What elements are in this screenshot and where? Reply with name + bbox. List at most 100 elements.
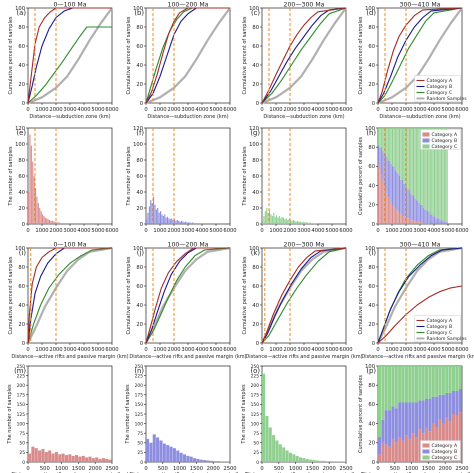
bar xyxy=(29,134,31,224)
x-tick-label: 0 xyxy=(260,228,263,234)
stacked-bar xyxy=(407,128,409,190)
bar xyxy=(172,448,176,462)
y-tick-label: 40 xyxy=(368,421,375,427)
bar xyxy=(174,219,176,224)
stacked-bar xyxy=(408,189,410,219)
bar xyxy=(271,216,273,224)
bar xyxy=(305,222,307,224)
bar xyxy=(35,188,37,224)
panel-f: 0 1000 2000 3000 4000 5000 6000 0 20 40 60 80 100 120… xyxy=(126,126,237,234)
stacked-bar xyxy=(441,366,445,395)
x-tick-label: 1500 xyxy=(306,466,319,472)
y-tick-label: 100 xyxy=(365,126,375,132)
stacked-bar xyxy=(441,128,443,221)
stacked-bar xyxy=(388,410,392,447)
bar xyxy=(276,215,278,224)
x-axis-label: Distance—subduction zone (km) xyxy=(263,114,344,120)
stacked-bar xyxy=(445,222,447,224)
bar xyxy=(179,452,183,462)
bar xyxy=(264,211,266,224)
x-tick-label: 4000 xyxy=(427,347,440,353)
stacked-bar xyxy=(401,128,403,180)
bar xyxy=(192,222,194,224)
stacked-bar xyxy=(401,179,403,215)
y-tick-label: 0 xyxy=(256,460,259,466)
plot-area xyxy=(27,365,113,463)
bar xyxy=(302,458,306,462)
bar xyxy=(288,452,292,462)
series-line-category-a xyxy=(377,7,463,104)
bar xyxy=(153,196,155,224)
stacked-bar xyxy=(432,128,434,217)
y-tick-label: 200 xyxy=(251,383,260,389)
stacked-bar xyxy=(387,197,389,224)
y-tick-label: 175 xyxy=(135,393,144,399)
stacked-bar xyxy=(408,218,410,224)
bar xyxy=(181,220,183,224)
legend-swatch xyxy=(422,443,430,448)
bar xyxy=(105,458,109,462)
stacked-bar xyxy=(408,128,410,190)
bar xyxy=(43,216,45,224)
stacked-bar xyxy=(446,128,448,223)
x-tick-label: 2000 xyxy=(167,228,180,234)
bar xyxy=(154,204,156,224)
x-tick-label: 2500 xyxy=(455,466,468,472)
y-tick-label: 40 xyxy=(368,63,375,69)
bar xyxy=(277,217,279,224)
panel-letter: (o) xyxy=(251,367,261,375)
bar xyxy=(152,434,156,462)
x-tick-label: 1000 xyxy=(35,228,48,234)
bar xyxy=(158,212,160,224)
bar xyxy=(61,223,63,224)
y-tick-label: 80 xyxy=(368,383,375,389)
legend-box xyxy=(420,440,461,461)
stacked-bar xyxy=(400,179,402,215)
y-tick-label: 80 xyxy=(18,265,25,271)
axis-ticks: 0 500 1000 1500 2000 2500 0 25 50 75 100 125 150 175 2… xyxy=(17,364,119,472)
axis-ticks: 0 500 1000 1500 2000 2500 0 25 50 75 100 125 150 175 2… xyxy=(251,364,353,472)
bar xyxy=(49,220,51,224)
y-tick-label: 150 xyxy=(135,402,144,408)
x-axis-label: Distance—subduction zone (km) xyxy=(379,114,460,120)
stacked-bar xyxy=(422,223,424,224)
x-tick-label: 1000 xyxy=(405,466,418,472)
y-tick-label: 175 xyxy=(251,393,260,399)
bar xyxy=(58,454,62,462)
bar xyxy=(274,216,276,224)
bar xyxy=(169,446,173,462)
bar xyxy=(309,459,313,462)
stacked-bar xyxy=(436,218,438,224)
stacked-bar xyxy=(411,195,413,221)
x-tick-label: 4000 xyxy=(311,347,324,353)
stacked-bar xyxy=(406,128,408,188)
panel-letter: (k) xyxy=(251,249,261,257)
stacked-bar xyxy=(432,216,434,224)
legend-label: Category C xyxy=(427,330,453,336)
bar xyxy=(297,220,299,224)
series-line-category-c xyxy=(27,26,112,104)
stacked-bar xyxy=(428,128,430,212)
panel-b: 0 1000 2000 3000 4000 5000 6000 0 20 40 60 80 100(b)… xyxy=(126,2,237,121)
stacked-bar xyxy=(390,164,392,203)
x-tick-label: 3000 xyxy=(63,347,76,353)
bar xyxy=(61,453,65,462)
y-tick-label: 60 xyxy=(136,44,143,50)
series-line-category-a xyxy=(27,7,112,104)
y-tick-label: 20 xyxy=(252,322,259,328)
legend-label: Category B xyxy=(432,449,458,455)
x-axis-label: Distance—active rifts and passive margin… xyxy=(129,354,246,360)
y-tick-label: 100 xyxy=(135,421,144,427)
y-tick-label: 175 xyxy=(17,393,26,399)
bar xyxy=(295,455,299,462)
bar xyxy=(273,212,275,224)
y-tick-label: 20 xyxy=(368,82,375,88)
stacked-bar xyxy=(431,214,433,224)
y-tick-label: 20 xyxy=(136,82,143,88)
y-tick-label: 80 xyxy=(18,158,25,164)
stacked-bar xyxy=(406,187,408,219)
stacked-bar xyxy=(435,366,439,397)
stacked-bar xyxy=(417,200,419,223)
bar xyxy=(53,221,55,224)
